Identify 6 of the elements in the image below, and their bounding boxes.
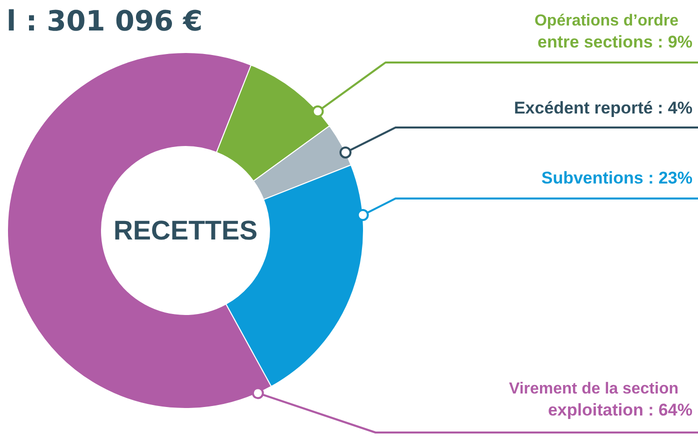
chart-title: l : 301 096 € bbox=[6, 4, 203, 38]
slice-label: Subventions : 23% bbox=[541, 168, 692, 188]
text: RECETTES bbox=[113, 216, 258, 246]
slice-label: Excédent reporté : 4% bbox=[514, 98, 693, 118]
slice-label: Opérations d’ordre entre sections : 9% bbox=[534, 12, 693, 52]
slice-label: Virement de la section exploitation : 64% bbox=[508, 380, 693, 420]
